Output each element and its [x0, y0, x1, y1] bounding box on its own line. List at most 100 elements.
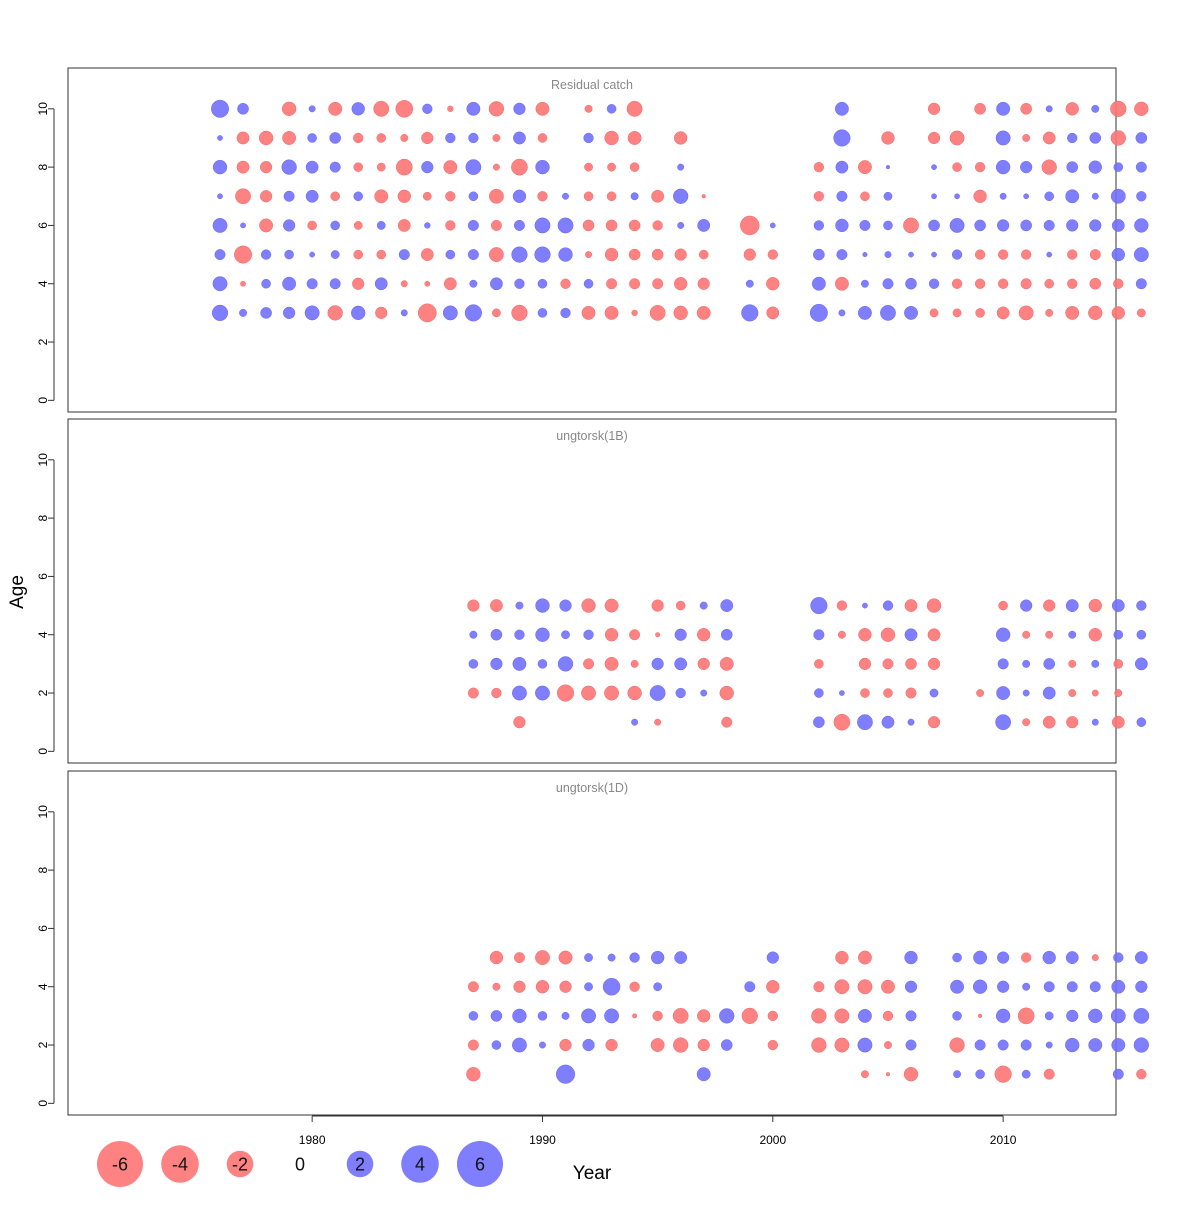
residual-bubble — [376, 221, 386, 230]
residual-bubble — [352, 277, 365, 290]
residual-bubble — [857, 979, 873, 995]
residual-bubble — [513, 219, 525, 231]
residual-bubble — [1110, 188, 1126, 204]
residual-bubble — [535, 980, 550, 994]
residual-bubble — [606, 104, 617, 114]
residual-bubble — [217, 193, 223, 200]
residual-bubble — [997, 658, 1009, 670]
residual-bubble — [468, 659, 479, 669]
residual-bubble — [629, 162, 640, 172]
residual-bubble — [236, 131, 250, 145]
residual-bubble — [583, 191, 594, 202]
residual-bubble — [492, 308, 501, 318]
residual-bubble — [330, 191, 340, 202]
residual-bubble — [719, 1008, 735, 1024]
residual-bubble — [652, 220, 663, 231]
residual-bubble — [1065, 599, 1079, 612]
residual-bubble — [467, 981, 479, 993]
residual-bubble — [926, 598, 942, 613]
residual-bubble — [445, 249, 456, 260]
residual-bubble — [400, 309, 408, 317]
residual-bubble — [308, 105, 316, 113]
residual-bubble — [1089, 219, 1102, 232]
residual-bubble — [1043, 599, 1056, 612]
residual-bubble — [997, 980, 1010, 993]
residual-bubble — [1021, 249, 1032, 260]
residual-bubble — [604, 656, 619, 671]
residual-bubble — [950, 979, 964, 994]
y-tick-label: 10 — [36, 453, 50, 467]
residual-bubble — [839, 690, 845, 696]
residual-bubble — [284, 249, 294, 260]
residual-bubble — [424, 280, 431, 287]
residual-bubble — [721, 716, 733, 728]
residual-bubble — [488, 101, 505, 117]
residual-bubble — [631, 309, 638, 317]
panel-frame — [67, 67, 1117, 413]
residual-bubble — [422, 191, 432, 201]
residual-bubble — [581, 685, 596, 701]
residual-bubble — [836, 600, 848, 611]
residual-bubble — [904, 980, 918, 993]
residual-bubble — [467, 687, 479, 699]
residual-bubble — [351, 305, 366, 321]
residual-bubble — [1088, 160, 1102, 174]
residual-bubble — [464, 304, 482, 322]
residual-bubble — [607, 162, 616, 172]
residual-bubble — [700, 689, 708, 697]
residual-bubble — [445, 191, 456, 202]
residual-bubble — [834, 1008, 850, 1024]
residual-bubble — [813, 716, 825, 728]
residual-bubble — [559, 599, 572, 612]
residual-bubble — [535, 598, 550, 613]
residual-bubble — [1091, 718, 1099, 726]
residual-bubble — [304, 305, 320, 321]
residual-bubble — [975, 1069, 985, 1079]
residual-bubble — [281, 101, 297, 116]
residual-bubble — [860, 688, 870, 698]
residual-bubble — [515, 601, 524, 610]
residual-bubble — [996, 686, 1011, 700]
residual-bubble — [745, 279, 754, 288]
residual-bubble — [674, 951, 688, 964]
residual-bubble — [857, 1037, 873, 1053]
residual-bubble — [581, 1008, 596, 1024]
residual-bubble — [720, 1039, 733, 1051]
residual-bubble — [537, 278, 548, 289]
residual-bubble — [836, 190, 848, 202]
residual-bubble — [581, 305, 596, 320]
residual-bubble — [997, 219, 1010, 232]
residual-bubble — [1043, 981, 1055, 993]
residual-bubble — [882, 1010, 894, 1021]
residual-bubble — [240, 222, 246, 229]
residual-bubble — [1110, 130, 1126, 146]
residual-bubble — [904, 628, 918, 642]
residual-bubble — [237, 103, 249, 115]
residual-bubble — [234, 245, 252, 264]
legend-label: 0 — [295, 1155, 305, 1175]
residual-bubble — [239, 308, 247, 317]
residual-bubble — [583, 132, 594, 144]
residual-bubble — [928, 278, 940, 289]
residual-bubble — [466, 101, 481, 116]
residual-bubble — [211, 304, 229, 321]
residual-bubble — [1022, 718, 1031, 727]
residual-bubble — [1136, 191, 1147, 202]
residual-bubble — [949, 1037, 965, 1053]
residual-bubble — [374, 189, 389, 204]
residual-bubble — [582, 219, 595, 232]
legend-label: 4 — [415, 1155, 425, 1175]
residual-bubble — [972, 979, 988, 994]
residual-bubble — [217, 135, 223, 141]
residual-bubble — [1088, 628, 1102, 642]
residual-bubble — [949, 218, 965, 233]
residual-bubble — [652, 278, 664, 290]
residual-bubble — [650, 1038, 665, 1052]
residual-bubble — [631, 718, 639, 726]
residual-bubble — [697, 219, 711, 232]
residual-bubble — [1065, 1037, 1080, 1053]
residual-bubble — [305, 189, 319, 203]
residual-bubble — [605, 219, 618, 232]
residual-bubble — [677, 222, 685, 229]
